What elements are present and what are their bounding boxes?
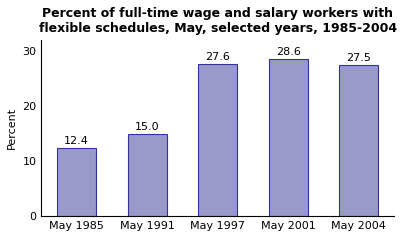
Bar	[269, 59, 308, 216]
Bar	[128, 134, 167, 216]
Y-axis label: Percent: Percent	[7, 107, 17, 149]
Text: 28.6: 28.6	[276, 47, 301, 57]
Bar	[57, 148, 96, 216]
Text: 27.5: 27.5	[346, 53, 371, 63]
Text: 15.0: 15.0	[135, 122, 160, 132]
Title: Percent of full-time wage and salary workers with
flexible schedules, May, selec: Percent of full-time wage and salary wor…	[39, 7, 397, 35]
Text: 27.6: 27.6	[205, 52, 230, 62]
Bar	[198, 64, 237, 216]
Text: 12.4: 12.4	[64, 136, 89, 146]
Bar	[339, 65, 378, 216]
